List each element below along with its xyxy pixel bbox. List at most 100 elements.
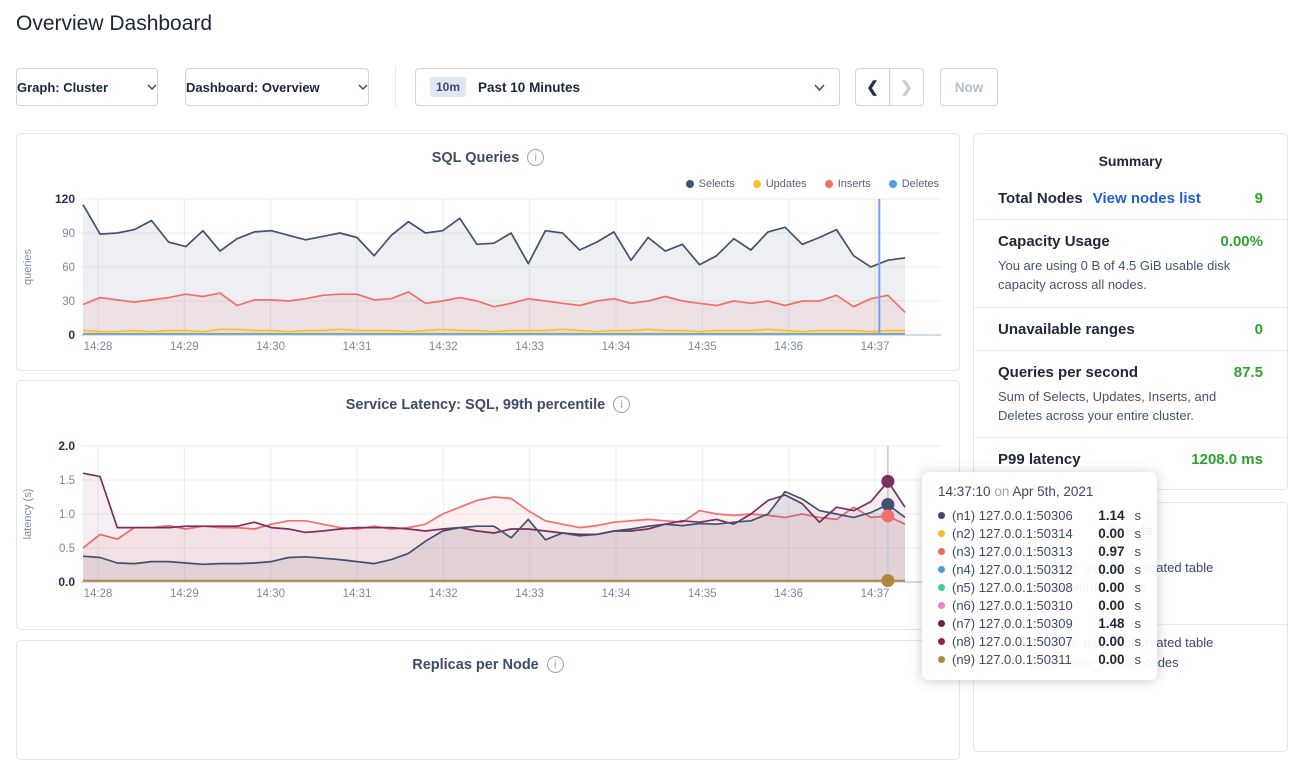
summary-row: Unavailable ranges0 [974,307,1287,350]
chart-hover-tooltip: 14:37:10 on Apr 5th, 2021 (n1) 127.0.0.1… [922,472,1157,680]
time-range-dropdown[interactable]: 10m Past 10 Minutes [415,68,840,106]
chevron-down-icon [358,84,368,90]
svg-text:14:30: 14:30 [256,588,285,600]
svg-text:14:36: 14:36 [774,588,803,600]
svg-text:90: 90 [62,228,75,240]
svg-text:2.0: 2.0 [58,439,75,453]
tooltip-node-label: (n2) 127.0.0.1:50314 [952,526,1073,541]
time-next-button[interactable]: ❯ [889,68,924,106]
tooltip-node-row: (n3) 127.0.0.1:503130.97s [938,542,1141,560]
summary-row-label: Capacity Usage [998,233,1110,250]
info-icon[interactable]: i [527,149,544,166]
summary-row-header: Total NodesView nodes list9 [998,190,1263,207]
svg-text:14:34: 14:34 [602,588,631,600]
series-dot-icon [938,602,945,609]
tooltip-node-value: 1.48 [1098,616,1124,631]
svg-text:14:31: 14:31 [343,341,372,353]
time-range-badge: 10m [430,77,466,97]
graph-dropdown[interactable]: Graph: Cluster [16,68,158,106]
chevron-down-icon [814,84,825,91]
svg-text:14:29: 14:29 [170,588,199,600]
tooltip-node-unit: s [1135,652,1142,667]
legend-dot-icon [753,180,761,188]
svg-text:14:33: 14:33 [515,341,544,353]
tooltip-node-label: (n1) 127.0.0.1:50306 [952,508,1073,523]
series-dot-icon [938,548,945,555]
legend-dot-icon [889,180,897,188]
svg-text:14:34: 14:34 [602,341,631,353]
svg-text:14:35: 14:35 [688,588,717,600]
summary-row-description: You are using 0 B of 4.5 GiB usable disk… [998,257,1263,295]
series-dot-icon [938,566,945,573]
sql-queries-card: SQL Queries i SelectsUpdatesInsertsDelet… [16,133,960,371]
summary-row: Queries per second 87.5 Sum of Selects, Up… [974,350,1287,438]
tooltip-node-label: (n4) 127.0.0.1:50312 [952,562,1073,577]
svg-text:1.5: 1.5 [59,475,75,487]
svg-text:120: 120 [55,192,75,206]
page-title: Overview Dashboard [16,12,212,36]
svg-text:0.0: 0.0 [58,575,75,589]
svg-text:1.0: 1.0 [59,509,75,521]
tooltip-timestamp: 14:37:10 on Apr 5th, 2021 [938,484,1141,499]
series-dot-icon [938,638,945,645]
chevron-down-icon [147,84,157,90]
service-latency-card: Service Latency: SQL, 99th percentile i … [16,380,960,630]
tooltip-node-value: 0.00 [1098,562,1124,577]
tooltip-node-unit: s [1135,634,1142,649]
series-dot-icon [938,584,945,591]
tooltip-node-unit: s [1135,508,1142,523]
summary-title: Summary [974,153,1287,169]
now-button[interactable]: Now [940,68,998,106]
summary-row-value: 87.5 [1234,364,1263,381]
sql-queries-title: SQL Queries [432,150,520,166]
summary-row-value: 0.00% [1220,233,1263,250]
svg-text:14:35: 14:35 [688,341,717,353]
summary-row-header: Capacity Usage 0.00% [998,233,1263,250]
time-range-label: Past 10 Minutes [478,80,580,95]
tooltip-node-label: (n7) 127.0.0.1:50309 [952,616,1073,631]
view-nodes-list-link[interactable]: View nodes list [1093,190,1201,207]
summary-row-label: Queries per second [998,364,1138,381]
dashboard-dropdown-label: Dashboard: Overview [186,80,320,95]
tooltip-node-row: (n9) 127.0.0.1:503110.00s [938,650,1141,668]
replicas-per-node-card: Replicas per Node i [16,640,960,760]
svg-text:latency (s): latency (s) [22,489,34,540]
tooltip-node-row: (n2) 127.0.0.1:50314 0.00 s [938,524,1141,542]
svg-text:14:32: 14:32 [429,588,458,600]
service-latency-chart[interactable]: 14:2814:2914:3014:3114:3214:3314:3414:35… [17,436,960,606]
svg-text:14:32: 14:32 [429,341,458,353]
summary-row-header: Unavailable ranges0 [998,321,1263,338]
series-dot-icon [938,530,945,537]
replicas-per-node-title: Replicas per Node [412,657,539,673]
time-prev-button[interactable]: ❮ [855,68,890,106]
summary-card: Summary Total NodesView nodes list9 Capac… [973,133,1288,490]
tooltip-node-value: 0.00 [1098,526,1124,541]
svg-text:queries: queries [22,248,34,285]
svg-text:14:30: 14:30 [256,341,285,353]
svg-text:14:37: 14:37 [861,341,890,353]
sql-queries-chart[interactable]: 14:2814:2914:3014:3114:3214:3314:3414:35… [17,189,960,359]
svg-text:14:36: 14:36 [774,341,803,353]
tooltip-node-row: (n6) 127.0.0.1:503100.00s [938,596,1141,614]
summary-row-description: Sum of Selects, Updates, Inserts, and De… [998,388,1263,426]
series-dot-icon [938,620,945,627]
tooltip-node-label: (n9) 127.0.0.1:50311 [952,652,1072,667]
svg-text:0.5: 0.5 [59,543,75,555]
tooltip-node-unit: s [1135,526,1142,541]
tooltip-node-value: 0.00 [1098,598,1124,613]
tooltip-node-row: (n5) 127.0.0.1:503080.00s [938,578,1141,596]
tooltip-node-value: 1.14 [1098,508,1124,523]
tooltip-node-value: 0.00 [1098,580,1124,595]
summary-row-label: Unavailable ranges [998,321,1135,338]
tooltip-node-row: (n8) 127.0.0.1:503070.00s [938,632,1141,650]
summary-row-label: P99 latency [998,451,1081,468]
legend-dot-icon [825,180,833,188]
tooltip-node-label: (n6) 127.0.0.1:50310 [952,598,1073,613]
svg-text:14:33: 14:33 [515,588,544,600]
tooltip-node-row: (n4) 127.0.0.1:503120.00s [938,560,1141,578]
dashboard-dropdown[interactable]: Dashboard: Overview [185,68,369,106]
tooltip-node-label: (n8) 127.0.0.1:50307 [952,634,1073,649]
tooltip-node-label: (n5) 127.0.0.1:50308 [952,580,1073,595]
info-icon[interactable]: i [613,396,630,413]
info-icon[interactable]: i [547,656,564,673]
